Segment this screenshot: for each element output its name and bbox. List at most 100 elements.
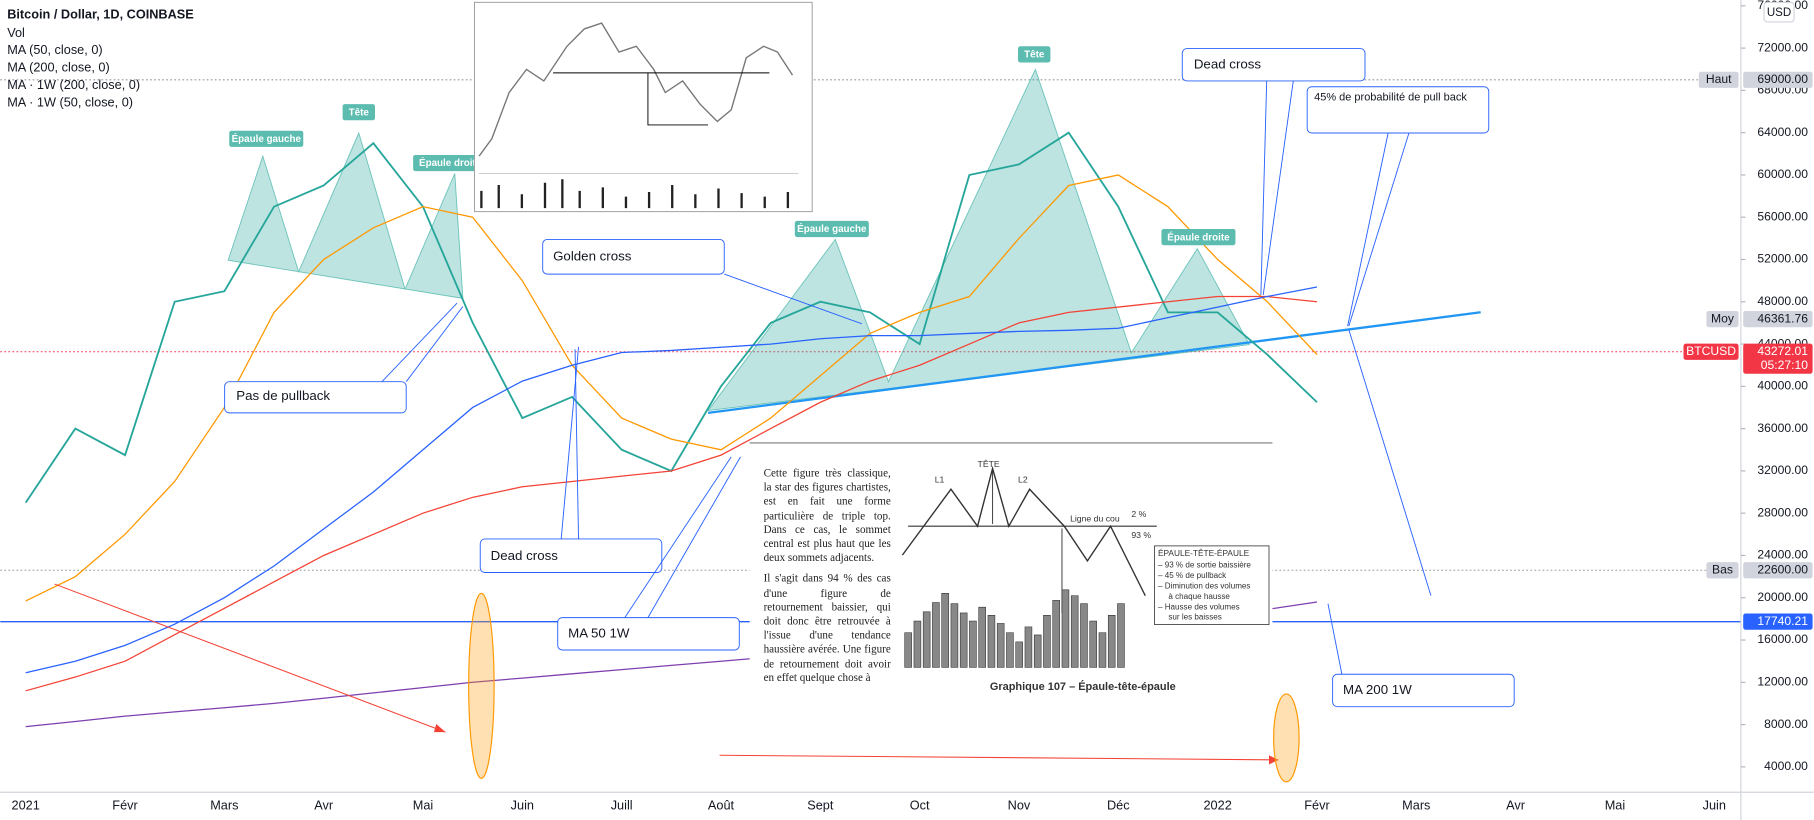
inset-price [478,22,794,157]
diagram-label: 2 % [1131,509,1146,519]
price-badge [1743,311,1813,328]
price-badge [1743,343,1813,374]
x-tick-label: Sept [807,797,834,812]
price-name: BTCUSD [1686,344,1736,358]
y-tick-label: 48000.00 [1757,294,1808,308]
ma-line [25,174,1318,602]
diagram-pattern [901,465,1146,596]
y-tick-label: 24000.00 [1757,548,1808,562]
diagram-box [1154,545,1270,625]
callout-box [479,538,663,573]
label-bg [1161,228,1236,246]
price-name: Haut [1706,72,1732,86]
x-tick-label: Mars [210,797,238,812]
price-name: Moy [1711,311,1735,325]
callouts: Dead cross 45% de probabilité de pull ba… [224,48,1515,708]
x-tick-label: Févr [112,797,138,812]
arrow [719,754,1279,761]
diagram-label: Ligne du cou [1070,514,1120,524]
callout-line [405,306,464,382]
callout-line [647,456,741,618]
price-badge-label: 17740.21 [1757,614,1808,628]
x-tick-label: Août [708,797,735,812]
callout-text: MA 200 1W [1343,682,1412,697]
time-axis-bg [0,792,1814,820]
price-name: Bas [1712,562,1733,576]
callout-line [1348,329,1432,596]
price-name-badge [1683,343,1739,360]
inset-image [473,1,813,213]
callout-box [1306,86,1490,134]
callout-line [1262,80,1294,295]
x-tick-label: Mars [1402,797,1430,812]
label-bg [229,130,304,147]
price-badge-label: 22600.00 [1757,562,1808,576]
highlight [1273,693,1300,783]
legend-entry: MA · 1W (50, close, 0) [7,94,133,109]
y-tick-label: 56000.00 [1757,209,1808,223]
x-tick-label: Févr [1304,797,1330,812]
callout-line [1260,80,1268,295]
diagram-box-title: ÉPAULE-TÊTE-ÉPAULE [1158,548,1250,558]
book-column: Cette figure très classique, la star des… [764,467,891,686]
inset-frame [473,1,813,213]
y-tick-label: 28000.00 [1757,505,1808,519]
price-name-badge [1706,562,1739,579]
callout-box [557,617,740,651]
callout-box [542,238,725,275]
axes: 4000.00 8000.00 12000.00 16000.00 20000.00 24… [12,0,1813,812]
price-badge-label: 69000.00 [1757,72,1808,86]
x-tick-label: Oct [910,797,930,812]
highlight [468,592,495,779]
y-tick-label: 64000.00 [1757,125,1808,139]
diagram-box-line: – Hausse des volumes [1158,602,1240,611]
x-tick-label: Avr [314,797,334,812]
pattern-label: Épaule gauche [232,133,302,145]
pattern-label: Tête [1024,50,1045,61]
label-bg [794,220,869,238]
price-axis-bg [1740,0,1814,820]
pattern-fill [227,131,464,299]
x-tick-label: Nov [1008,797,1031,812]
currency-box[interactable] [1763,1,1795,23]
diagram-box-line: – 45 % de pullback [1158,571,1227,580]
legend-entry: MA · 1W (200, close, 0) [7,77,140,92]
callout-text: MA 50 1W [568,625,630,640]
callout-line [381,302,458,382]
price-name-badge [1706,311,1739,328]
y-tick-label: 8000.00 [1764,717,1808,731]
arrow-head [1269,755,1279,765]
callout-text: 45% de probabilité de pull back [1314,92,1467,105]
price-badge [1743,613,1813,630]
diagram-box-line: – 93 % de sortie baissière [1158,561,1251,570]
legend: Bitcoin / Dollar, 1D, COINBASE Vol MA (5… [7,6,194,109]
x-tick-label: 2022 [1203,797,1231,812]
ma-line [25,295,1318,692]
callout-line [724,273,863,325]
y-tick-label: 52000.00 [1757,252,1808,266]
legend-entry: Vol [7,25,25,40]
x-tick-label: Mai [413,797,434,812]
callout-text-box: 45% de probabilité de pull back [1314,92,1467,105]
y-tick-label: 72000.00 [1757,40,1808,54]
legend-entry: MA (50, close, 0) [7,42,102,57]
callout-line [624,456,732,618]
y-tick-label: 32000.00 [1757,463,1808,477]
book-text: Cette figure très classique, la star des… [764,467,891,686]
ma-line [25,286,1318,674]
book-paragraph: Cette figure très classique, la star des… [763,467,891,565]
y-tick-label: 36000.00 [1757,421,1808,435]
x-tick-label: Juin [1703,797,1726,812]
arrow-head [433,724,446,733]
diagram-volume [904,589,1125,668]
x-tick-label: Avr [1506,797,1526,812]
diagram-label: L1 [935,474,945,484]
diagram-box-lines: – 93 % de sortie baissière– 45 % de pull… [1158,561,1251,622]
callout-line [1348,132,1410,327]
pattern-label: Tête [349,107,370,118]
callout-box [224,381,407,414]
pattern-fill [707,68,1251,412]
price-name-badge [1698,71,1739,88]
arrow [54,583,446,733]
x-tick-label: Déc [1107,797,1130,812]
